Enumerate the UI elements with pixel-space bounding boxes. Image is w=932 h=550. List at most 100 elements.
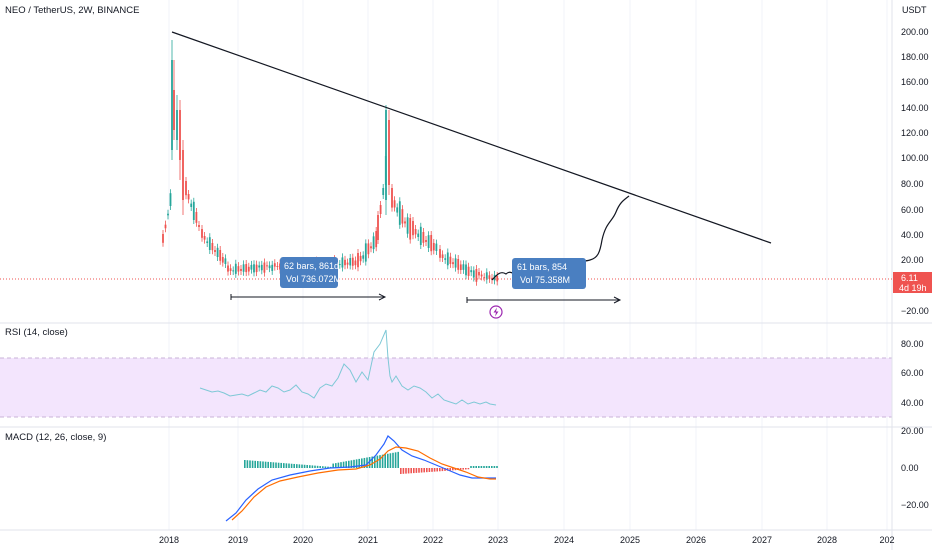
macd-hist-bar <box>306 464 308 468</box>
price-tick-label: 60.00 <box>901 205 924 215</box>
price-tick-label: 180.00 <box>901 52 929 62</box>
candle <box>449 252 452 268</box>
candle <box>211 239 214 255</box>
rsi-title[interactable]: RSI (14, close) <box>5 327 68 338</box>
macd-hist-bar <box>376 455 379 468</box>
candle <box>393 196 396 212</box>
candle <box>478 268 480 280</box>
candle <box>357 249 359 272</box>
macd-hist-bar <box>244 460 246 468</box>
macd-tick-label: 20.00 <box>901 426 924 436</box>
candle <box>263 258 266 277</box>
candle <box>187 190 190 204</box>
measure-box-1[interactable]: 62 bars, 861d Vol 736.072M <box>280 257 341 288</box>
macd-hist-bar <box>337 462 340 468</box>
candle <box>465 260 467 280</box>
macd-hist-bar <box>335 463 337 468</box>
macd-hist-bar <box>288 463 290 468</box>
macd-hist-bar <box>353 459 355 468</box>
macd-hist-bar <box>293 463 295 468</box>
trendline[interactable] <box>171 31 772 244</box>
candle <box>414 225 417 239</box>
candle <box>388 110 390 195</box>
macd-hist-bar <box>290 463 293 468</box>
candle <box>372 232 375 254</box>
candle <box>229 264 232 275</box>
macd-hist-bar <box>311 465 314 468</box>
candle <box>258 261 261 272</box>
macd-hist-bar <box>314 465 316 468</box>
candle <box>237 262 240 276</box>
candle <box>167 209 169 220</box>
macd-hist-bar <box>493 466 496 468</box>
price-tick-label: 200.00 <box>901 27 929 37</box>
date-range-2[interactable] <box>466 296 622 304</box>
candle <box>162 230 164 247</box>
candle <box>364 239 367 266</box>
last-price-value: 6.11 <box>901 273 918 283</box>
macd-hist-bar <box>319 466 321 468</box>
macd-hist-bar <box>475 466 477 468</box>
currency-label: USDT <box>902 5 927 15</box>
time-axis[interactable]: 2018 2019 2020 2021 2022 2023 2024 2025 2026 2027… <box>159 535 895 545</box>
candle <box>190 199 193 211</box>
macd-hist-bar <box>384 454 386 468</box>
date-range-1[interactable] <box>230 293 387 301</box>
candle <box>419 222 422 249</box>
candle <box>483 273 486 282</box>
candle <box>349 254 352 270</box>
candle <box>214 246 216 256</box>
macd-hist-bar <box>361 458 363 468</box>
candle <box>425 236 427 246</box>
candle <box>206 237 209 247</box>
candle <box>164 220 167 233</box>
macd-axis[interactable]: 20.00 0.00 −20.00 <box>901 426 929 510</box>
macd-hist-bar <box>485 466 488 468</box>
macd-hist-bar <box>379 455 381 468</box>
macd-hist-bar <box>368 457 371 468</box>
candle <box>467 262 470 280</box>
candle <box>273 259 276 271</box>
macd-hist-bar <box>280 462 282 468</box>
macd-hist-bar <box>392 452 394 468</box>
lightning-icon[interactable] <box>489 305 503 319</box>
time-tick-label: 2027 <box>752 535 772 545</box>
price-tick-label: 160.00 <box>901 77 929 87</box>
price-tick-label: 20.00 <box>901 255 924 265</box>
macd-hist-bar <box>366 457 368 468</box>
time-tick-label: 2028 <box>817 535 837 545</box>
candle <box>401 205 404 228</box>
macd-tick-label: −20.00 <box>901 500 929 510</box>
candle <box>182 140 184 215</box>
symbol-title[interactable]: NEO / TetherUS, 2W, BINANCE <box>5 5 139 16</box>
macd-hist-bar <box>459 468 462 470</box>
rsi-axis[interactable]: 80.00 60.00 40.00 <box>901 339 924 408</box>
candle <box>195 208 198 227</box>
measure-box-2[interactable]: 61 bars, 854 Vol 75.358M <box>512 258 586 289</box>
macd-hist-bar <box>478 466 480 468</box>
candle <box>224 254 227 268</box>
macd-title[interactable]: MACD (12, 26, close, 9) <box>5 432 106 443</box>
candle <box>173 60 175 140</box>
macd-hist-bar <box>363 457 366 468</box>
measure-box-1-line2: Vol 736.072M <box>286 274 341 284</box>
measure-box-2-line2: Vol 75.358M <box>520 275 570 285</box>
candle <box>250 260 253 274</box>
candle <box>385 105 387 215</box>
candle <box>459 260 462 275</box>
price-tick-label: −20.00 <box>901 306 929 316</box>
macd-line <box>225 435 496 522</box>
candle <box>488 271 491 283</box>
candle <box>430 231 433 256</box>
measure-box-2-line1: 61 bars, 854 <box>517 262 567 272</box>
price-tick-label: 100.00 <box>901 153 929 163</box>
candle <box>271 260 274 275</box>
candle <box>396 203 399 217</box>
candle <box>391 184 393 212</box>
time-tick-label: 2023 <box>488 535 508 545</box>
time-tick-label: 2025 <box>620 535 640 545</box>
candle <box>240 264 242 275</box>
macd-hist-bar <box>428 468 431 472</box>
macd-hist-bar <box>470 466 472 468</box>
